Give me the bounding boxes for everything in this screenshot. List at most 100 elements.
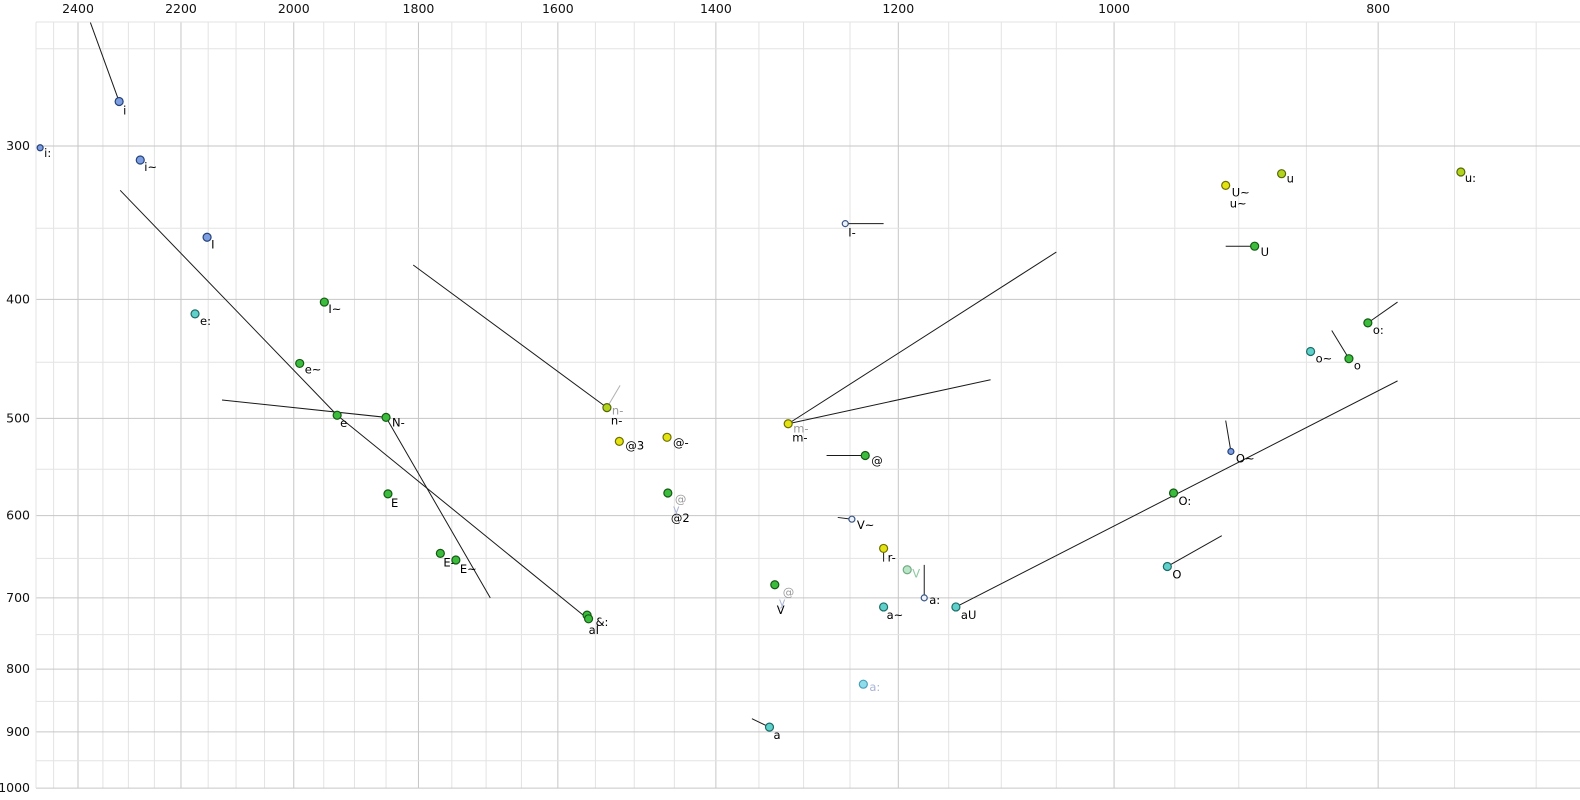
vowel-point-label: O~ — [1236, 452, 1255, 466]
vowel-point[interactable] — [920, 594, 928, 602]
vowel-point[interactable] — [1221, 180, 1231, 190]
y-tick-label: 400 — [6, 291, 30, 306]
trajectory-line — [336, 414, 589, 620]
vowel-point-group: E- — [435, 548, 455, 569]
vowel-point[interactable] — [1344, 354, 1354, 364]
vowel-point-label: U~ — [1232, 185, 1250, 199]
vowel-point[interactable] — [202, 232, 212, 242]
vowel-point-group: a — [764, 722, 781, 742]
vowel-point-label: E — [391, 496, 398, 510]
vowel-point[interactable] — [1305, 346, 1316, 357]
vowel-point-group: a~ — [879, 602, 904, 622]
vowel-point[interactable] — [1227, 447, 1235, 456]
vowel-point[interactable] — [1250, 241, 1260, 251]
vowel-point-group: a: — [920, 593, 940, 607]
vowel-point[interactable] — [451, 555, 461, 565]
vowel-point-label: V — [777, 603, 785, 617]
vowel-point-label: a~ — [887, 608, 904, 622]
vowel-point-group: E — [383, 489, 398, 510]
y-tick-label: 600 — [6, 508, 30, 523]
vowel-point-group: i~ — [135, 155, 157, 174]
vowel-point-label: @2 — [671, 511, 690, 525]
vowel-point[interactable] — [319, 297, 329, 307]
y-tick-label: 1000 — [0, 780, 30, 795]
vowel-point-label: e: — [200, 314, 211, 328]
vowel-point-label: u~ — [1230, 196, 1247, 210]
vowel-point[interactable] — [764, 722, 775, 732]
vowel-point[interactable] — [135, 155, 145, 165]
vowel-point-label: o — [1354, 359, 1361, 373]
vowel-point[interactable] — [1456, 167, 1466, 177]
vowel-point-group: N- — [381, 412, 405, 429]
vowel-point-label: @ — [675, 492, 687, 506]
vowel-point[interactable] — [858, 679, 868, 689]
x-tick-label: 1600 — [542, 1, 574, 16]
vowel-point-group: E~ — [451, 555, 477, 576]
vowel-point[interactable] — [662, 432, 672, 442]
vowel-point-label: U — [1261, 245, 1269, 259]
vowel-point-label: n- — [612, 404, 623, 418]
trajectory-line — [1331, 330, 1350, 359]
trajectory-line — [412, 264, 608, 409]
vowel-point-label: @ — [871, 454, 883, 468]
vowel-point-label: u — [1287, 172, 1294, 186]
trajectory-line — [1367, 301, 1398, 324]
x-tick-label: 2400 — [62, 1, 94, 16]
x-tick-label: 1400 — [700, 1, 732, 16]
vowel-point[interactable] — [114, 96, 124, 107]
grid — [35, 21, 1580, 789]
vowel-point-group: o — [1344, 354, 1361, 373]
vowel-point[interactable] — [841, 220, 849, 228]
vowel-point[interactable] — [783, 419, 793, 429]
vowel-point-group: e~ — [295, 358, 321, 376]
trajectory-line — [787, 251, 1057, 425]
vowel-point[interactable] — [1363, 318, 1373, 328]
vowel-point[interactable] — [435, 548, 445, 559]
vowel-point-group: n-n- — [602, 403, 623, 428]
vowel-point-label: o: — [1373, 323, 1384, 337]
vowel-point-label: i — [123, 104, 126, 118]
vowel-point-group: &:aI — [583, 614, 608, 637]
y-tick-label: 500 — [6, 410, 30, 425]
vowel-point[interactable] — [1168, 488, 1179, 498]
vowel-point-group: u: — [1456, 167, 1476, 185]
vowel-point-label: u: — [1465, 171, 1476, 185]
vowel-point[interactable] — [848, 515, 856, 523]
vowel-point[interactable] — [951, 602, 961, 612]
vowel-point[interactable] — [190, 309, 200, 319]
trajectory-line — [221, 399, 387, 418]
trajectory-lines — [89, 22, 1398, 728]
vowel-point-label: O: — [1179, 494, 1192, 508]
vowel-point[interactable] — [383, 489, 393, 499]
vowel-point-group: o: — [1363, 318, 1384, 337]
vowel-point[interactable] — [902, 565, 912, 575]
vowel-point[interactable] — [295, 358, 305, 369]
vowel-point-group: U — [1250, 241, 1269, 259]
vowel-point[interactable] — [663, 488, 673, 498]
vowel-point-group: e — [332, 410, 347, 430]
vowel-point[interactable] — [583, 614, 594, 624]
vowel-point-label: I — [211, 237, 214, 251]
vowel-point[interactable] — [879, 543, 889, 554]
y-tick-label: 800 — [6, 661, 30, 676]
vowel-point[interactable] — [332, 410, 342, 420]
vowel-point-label: a — [773, 728, 780, 742]
vowel-point[interactable] — [1162, 561, 1172, 572]
vowel-point[interactable] — [614, 436, 624, 446]
vowel-point[interactable] — [860, 450, 870, 461]
vowel-point[interactable] — [36, 144, 44, 152]
vowel-point-label: I- — [848, 226, 856, 240]
vowel-point[interactable] — [1277, 169, 1287, 179]
vowel-point-group: i: — [36, 144, 51, 160]
vowel-point[interactable] — [381, 412, 391, 422]
vowel-point-group: @yV — [770, 580, 794, 617]
vowel-point-label: n- — [611, 414, 622, 428]
vowel-point-label: @- — [673, 435, 689, 449]
vowel-point[interactable] — [879, 602, 889, 612]
trajectory-line — [1167, 535, 1223, 567]
vowel-point[interactable] — [602, 403, 612, 413]
vowel-point-label: @3 — [625, 438, 644, 452]
vowel-point[interactable] — [770, 580, 780, 590]
